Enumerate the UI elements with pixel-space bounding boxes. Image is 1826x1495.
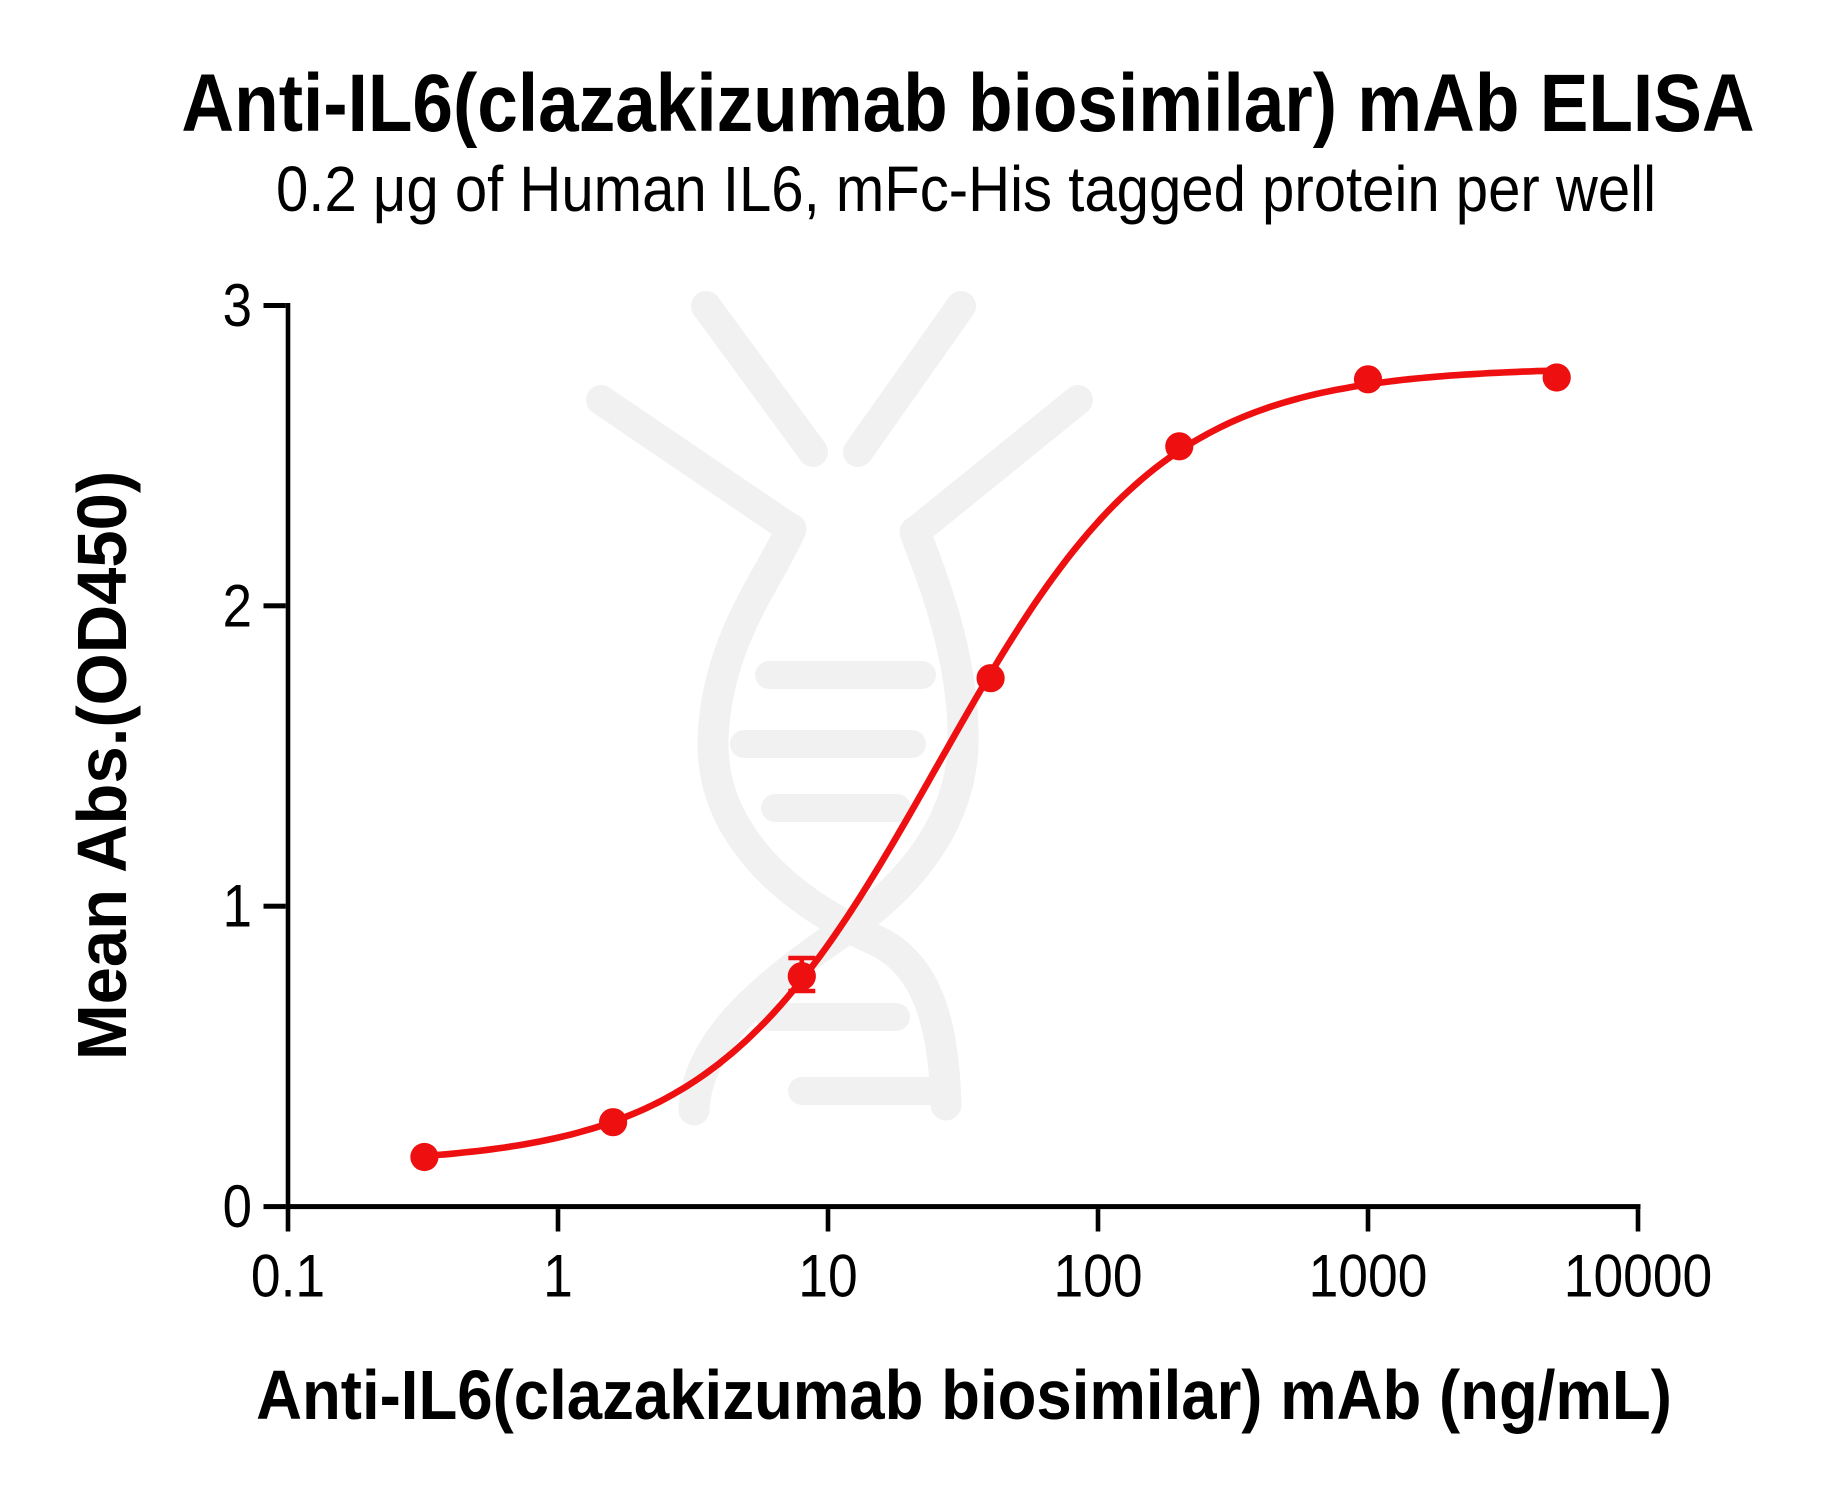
- svg-text:100: 100: [1053, 1244, 1142, 1311]
- svg-text:Mean Abs.(OD450): Mean Abs.(OD450): [63, 471, 142, 1060]
- svg-text:0: 0: [223, 1173, 252, 1240]
- svg-text:1000: 1000: [1309, 1244, 1428, 1311]
- svg-text:Anti-IL6(clazakizumab biosimil: Anti-IL6(clazakizumab biosimilar) mAb (n…: [256, 1356, 1672, 1435]
- svg-text:3: 3: [223, 272, 252, 339]
- svg-text:2: 2: [223, 572, 252, 639]
- svg-text:1: 1: [543, 1244, 573, 1311]
- svg-text:Anti-IL6(clazakizumab biosimil: Anti-IL6(clazakizumab biosimilar) mAb EL…: [181, 58, 1754, 149]
- svg-text:10: 10: [798, 1244, 857, 1311]
- svg-text:1: 1: [223, 873, 252, 940]
- svg-text:0.1: 0.1: [251, 1244, 325, 1311]
- svg-text:0.2 μg of Human IL6, mFc-His t: 0.2 μg of Human IL6, mFc-His tagged prot…: [276, 153, 1656, 224]
- svg-text:10000: 10000: [1564, 1244, 1712, 1311]
